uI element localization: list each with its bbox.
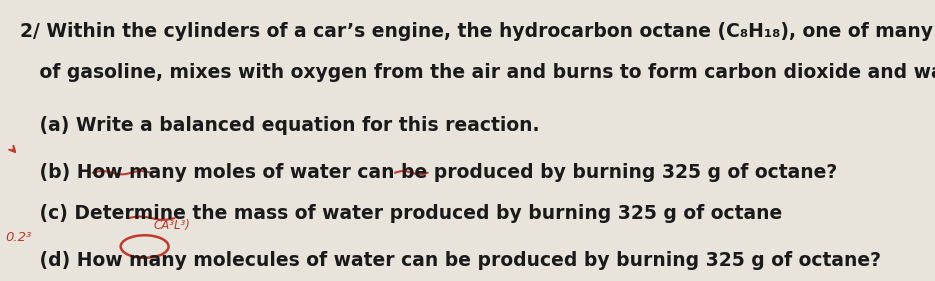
Text: of gasoline, mixes with oxygen from the air and burns to form carbon dioxide and: of gasoline, mixes with oxygen from the … <box>21 64 935 82</box>
Text: (c) Determine the mass of water produced by burning 325 g of octane: (c) Determine the mass of water produced… <box>21 204 783 223</box>
Text: 2/ Within the cylinders of a car’s engine, the hydrocarbon octane (C₈H₁₈), one o: 2/ Within the cylinders of a car’s engin… <box>21 22 935 41</box>
Text: (a) Write a balanced equation for this reaction.: (a) Write a balanced equation for this r… <box>21 116 539 135</box>
Text: (b) How many moles of water can be produced by burning 325 g of octane?: (b) How many moles of water can be produ… <box>21 162 838 182</box>
Text: (d) How many molecules of water can be produced by burning 325 g of octane?: (d) How many molecules of water can be p… <box>21 251 882 270</box>
Text: CA³L³): CA³L³) <box>153 219 190 232</box>
Text: 0.2³: 0.2³ <box>6 231 32 244</box>
